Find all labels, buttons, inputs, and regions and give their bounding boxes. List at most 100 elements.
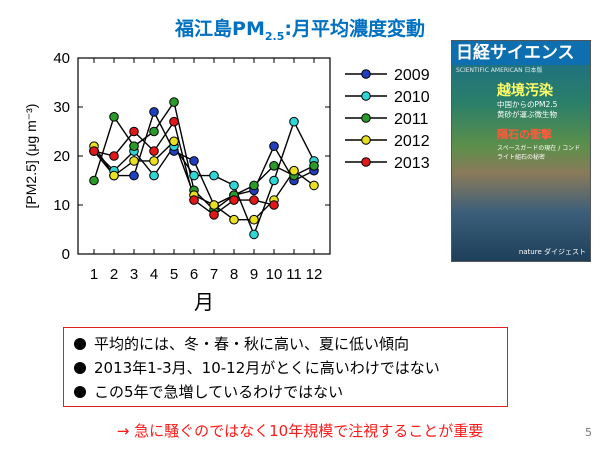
x-tick-label: 9 [250,266,258,283]
legend-label: 2013 [394,155,430,172]
data-point-2010 [289,116,299,127]
y-tick-label: 0 [62,246,70,263]
note-item: この5年で急増しているわけではない [74,380,507,404]
data-point-2013 [89,146,99,156]
x-tick-label: 12 [306,266,323,283]
data-point-2012 [249,214,259,225]
y-tick-label: 10 [53,197,70,214]
data-point-2012 [169,136,179,147]
data-point-2010 [189,170,199,181]
data-point-2013 [209,210,219,220]
bullet-icon [74,338,86,350]
data-point-2012 [129,156,139,166]
data-point-2011 [269,161,279,171]
chart-legend: 2009 2010 2011 2012 2013 [345,67,430,172]
page-number: 5 [585,426,592,439]
data-point-2011 [149,126,159,137]
legend-marker [361,69,371,79]
data-point-2013 [249,195,259,205]
magazine-topic: 隕石の衝撃 [497,128,552,141]
bullet-icon [74,362,86,374]
data-point-2013 [229,195,239,205]
note-text: この5年で急増しているわけではない [94,383,344,401]
legend-label: 2010 [394,89,430,106]
data-point-2013 [109,151,119,161]
x-tick-label: 2 [110,266,118,283]
data-point-2012 [209,200,219,210]
magazine-footer: nature ダイジェスト [518,248,586,256]
data-point-2012 [229,214,239,225]
chart-lines [93,100,315,237]
data-point-2010 [229,180,239,191]
title-tail: :月平均濃度変動 [284,18,425,40]
x-tick-label: 3 [130,266,138,283]
magazine-tagline: SCIENTIFIC AMERICAN 日本版 [456,67,543,74]
magazine-feature-sub1: 中国からのPM2.5 [497,100,558,109]
note-item: 平均的には、冬・春・秋に高い、夏に低い傾向 [74,332,507,356]
data-point-2012 [109,170,119,181]
x-tick-label: 6 [190,266,198,283]
data-point-2009 [149,107,159,117]
data-point-2013 [169,116,179,127]
chart-points [89,97,319,240]
bullet-icon [74,386,86,398]
magazine-notes: スペースガードの現在 / コンドライト組石の秘密 [497,145,581,161]
x-tick-label: 11 [286,266,302,283]
x-tick-label: 4 [150,266,158,283]
data-point-2012 [289,165,299,176]
legend-marker [361,113,371,123]
data-point-2010 [209,170,219,181]
data-point-2012 [309,180,319,191]
magazine-title: 日経サイエンス [452,41,590,65]
data-point-2011 [309,161,319,171]
data-point-2013 [189,195,199,205]
legend-label: 2011 [394,111,429,128]
slide-title: 福江島PM2.5:月平均濃度変動 [0,14,600,43]
y-tick-label: 30 [53,99,70,116]
conclusion-text: → 急に騒ぐのではなく10年規模で注視することが重要 [116,422,484,440]
y-tick-label: 40 [53,50,70,67]
legend-label: 2009 [394,67,430,84]
data-point-2011 [169,97,179,107]
data-point-2009 [189,156,199,166]
x-tick-label: 7 [210,266,218,283]
data-point-2013 [269,200,279,210]
series-line-2011 [93,100,315,211]
x-tick-label: 10 [266,266,283,283]
legend-label: 2012 [394,133,430,150]
data-point-2011 [249,180,259,191]
y-tick-label: 20 [53,148,70,165]
series-line-2010 [93,119,315,237]
note-text: 平均的には、冬・春・秋に高い、夏に低い傾向 [94,335,410,353]
data-point-2011 [89,175,99,186]
legend-marker [361,157,371,167]
title-main: 福江島PM [175,18,265,40]
data-point-2010 [249,229,259,240]
magazine-cover-image: 日経サイエンス SCIENTIFIC AMERICAN 日本版 越境汚染 中国か… [451,40,591,262]
data-point-2009 [269,141,279,151]
data-point-2010 [269,175,279,186]
y-axis-label: [PM2.5] (μg m⁻³) [23,104,39,209]
x-tick-label: 5 [170,266,178,283]
data-point-2009 [129,170,139,181]
x-axis-label: 月 [194,290,214,314]
legend-marker [361,135,371,145]
legend-marker [361,91,371,101]
notes-box: 平均的には、冬・春・秋に高い、夏に低い傾向 2013年1-3月、10-12月がと… [63,327,508,407]
data-point-2011 [109,112,119,122]
magazine-feature-title: 越境汚染 [497,83,553,99]
x-tick-label: 8 [230,266,238,283]
x-tick-label: 1 [90,266,98,283]
data-point-2013 [129,126,139,137]
magazine-feature-sub2: 黄砂が運ぶ微生物 [497,110,557,119]
note-text: 2013年1-3月、10-12月がとくに高いわけではない [94,359,440,377]
title-subscript: 2.5 [264,29,285,43]
data-point-2011 [129,141,139,151]
data-point-2012 [149,156,159,166]
data-point-2010 [149,170,159,181]
series-line-2013 [93,120,275,216]
data-point-2013 [149,146,159,156]
note-item: 2013年1-3月、10-12月がとくに高いわけではない [74,356,507,380]
